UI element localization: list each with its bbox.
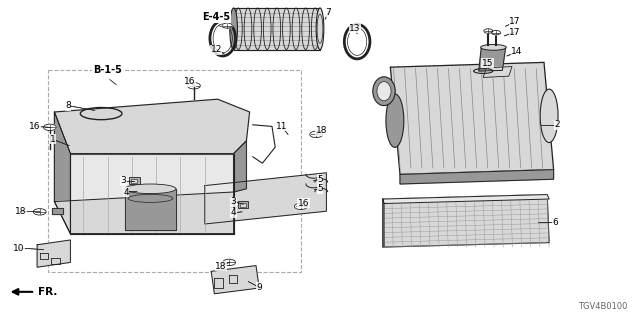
Text: 16: 16 [29,122,40,131]
Text: 18: 18 [15,207,26,216]
Circle shape [223,259,236,266]
Circle shape [222,23,232,28]
Text: 4: 4 [124,188,129,196]
Circle shape [44,124,56,131]
Text: 3: 3 [121,176,126,185]
Text: 17: 17 [509,28,521,36]
Text: 6: 6 [553,218,558,227]
Ellipse shape [481,44,506,50]
Polygon shape [211,266,259,294]
Polygon shape [37,240,70,267]
Polygon shape [383,195,549,247]
Text: 11: 11 [276,122,287,131]
Bar [240,203,246,207]
Polygon shape [205,173,326,224]
Text: 18: 18 [215,262,227,271]
Bar [131,179,138,183]
Text: FR.: FR. [38,287,58,297]
Text: 16: 16 [298,199,309,208]
Polygon shape [383,195,549,204]
Text: 1: 1 [50,135,55,144]
Text: 5: 5 [317,184,323,193]
Circle shape [492,30,500,35]
Text: 16: 16 [184,77,195,86]
Text: E-4-5: E-4-5 [202,12,230,22]
Text: 8: 8 [65,101,70,110]
Circle shape [484,29,493,33]
Bar [129,177,140,184]
Ellipse shape [230,8,237,50]
Text: TGV4B0100: TGV4B0100 [578,302,627,311]
Text: B-1-5: B-1-5 [93,65,122,75]
Text: 12: 12 [211,45,222,54]
Polygon shape [125,189,176,230]
Polygon shape [54,112,70,234]
Text: 4: 4 [231,208,236,217]
Polygon shape [52,208,63,214]
Polygon shape [390,62,554,174]
Bar [48,70,301,272]
Text: 15: 15 [482,59,493,68]
Polygon shape [483,67,512,77]
Text: 13: 13 [349,24,361,33]
Text: 17: 17 [509,17,521,26]
Polygon shape [70,154,234,234]
Text: 5: 5 [317,175,323,184]
Text: 14: 14 [511,47,523,56]
Polygon shape [383,199,384,247]
Text: 18: 18 [316,126,327,135]
Polygon shape [400,170,554,184]
Ellipse shape [540,89,558,143]
Polygon shape [54,192,234,234]
Ellipse shape [125,184,176,194]
Polygon shape [234,8,320,50]
Text: 10: 10 [13,244,25,252]
Circle shape [294,203,307,210]
Ellipse shape [377,82,391,101]
Ellipse shape [372,77,396,106]
Polygon shape [479,47,506,71]
Text: 7: 7 [326,8,331,17]
Ellipse shape [316,8,324,50]
Polygon shape [54,99,250,154]
Polygon shape [234,141,246,192]
Text: 3: 3 [231,197,236,206]
Text: 9: 9 [257,283,262,292]
Text: 2: 2 [554,120,559,129]
Bar [238,201,248,208]
Ellipse shape [386,94,404,148]
Circle shape [188,83,200,89]
Circle shape [33,209,46,215]
Circle shape [310,131,323,138]
